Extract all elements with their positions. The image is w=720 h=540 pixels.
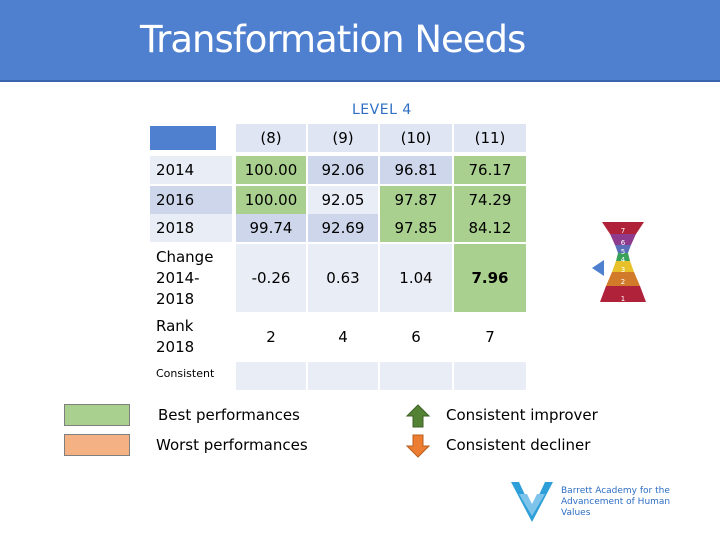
table-cell: 74.29	[454, 186, 526, 214]
table-cell: 97.85	[380, 214, 452, 242]
arrow-down-icon	[406, 434, 430, 458]
row-label: 2014	[150, 156, 232, 184]
title-banner: Transformation Needs	[0, 0, 720, 82]
pyramid-level-label: 4	[621, 256, 626, 264]
row-label: Change 2014-2018	[150, 244, 222, 312]
table-cell: 92.05	[308, 186, 378, 214]
row-label: Rank 2018	[150, 314, 222, 360]
table-cell: 92.69	[308, 214, 378, 242]
header-corner	[150, 126, 216, 150]
table-cell	[454, 362, 526, 390]
worst-swatch	[64, 434, 130, 456]
table-cell: 1.04	[380, 244, 452, 312]
row-label: Consistent	[150, 362, 232, 390]
table-cell: 84.12	[454, 214, 526, 242]
best-swatch	[64, 404, 130, 426]
table-cell: 97.87	[380, 186, 452, 214]
table-cell: 6	[380, 314, 452, 360]
levels-pyramid-icon: 7 654 3 2 1	[592, 222, 646, 303]
row-label: 2018	[150, 214, 232, 242]
logo-text: Barrett Academy for the Advancement of H…	[561, 486, 701, 519]
table-cell: 7.96	[454, 244, 526, 312]
table-cell: 100.00	[236, 156, 306, 184]
pyramid-level-label: 6	[621, 239, 626, 247]
pointer-arrow-icon	[592, 260, 604, 276]
improver-label: Consistent improver	[446, 406, 598, 424]
table-cell: -0.26	[236, 244, 306, 312]
page-title: Transformation Needs	[140, 18, 526, 61]
column-header-9: (9)	[308, 124, 378, 152]
table-cell: 7	[454, 314, 526, 360]
logo-line-1: Barrett Academy for the	[561, 486, 670, 496]
table-cell: 96.81	[380, 156, 452, 184]
pyramid-level-label: 2	[621, 278, 625, 286]
column-header-10: (10)	[380, 124, 452, 152]
table-cell: 2	[236, 314, 306, 360]
table-cell	[236, 362, 306, 390]
worst-label: Worst performances	[156, 436, 308, 454]
table-cell: 100.00	[236, 186, 306, 214]
column-header-8: (8)	[236, 124, 306, 152]
pyramid-level-label: 5	[621, 248, 625, 256]
pyramid-level-label: 7	[621, 227, 625, 235]
table-cell: 4	[308, 314, 378, 360]
table-cell	[308, 362, 378, 390]
data-grid: (8) (9) (10) (11)	[150, 122, 528, 392]
arrow-up-icon	[406, 404, 430, 428]
table-cell	[380, 362, 452, 390]
row-label: 2016	[150, 186, 232, 214]
column-header-11: (11)	[454, 124, 526, 152]
barrett-logo-icon	[511, 482, 553, 522]
best-label: Best performances	[158, 406, 300, 424]
table-cell: 92.06	[308, 156, 378, 184]
pyramid-level-label: 3	[621, 266, 625, 274]
table-cell: 76.17	[454, 156, 526, 184]
logo-line-2: Advancement of Human Values	[561, 497, 671, 518]
level-label: LEVEL 4	[352, 102, 412, 118]
table-cell: 0.63	[308, 244, 378, 312]
decliner-label: Consistent decliner	[446, 436, 591, 454]
table-cell: 99.74	[236, 214, 306, 242]
pyramid-level-label: 1	[621, 295, 625, 303]
